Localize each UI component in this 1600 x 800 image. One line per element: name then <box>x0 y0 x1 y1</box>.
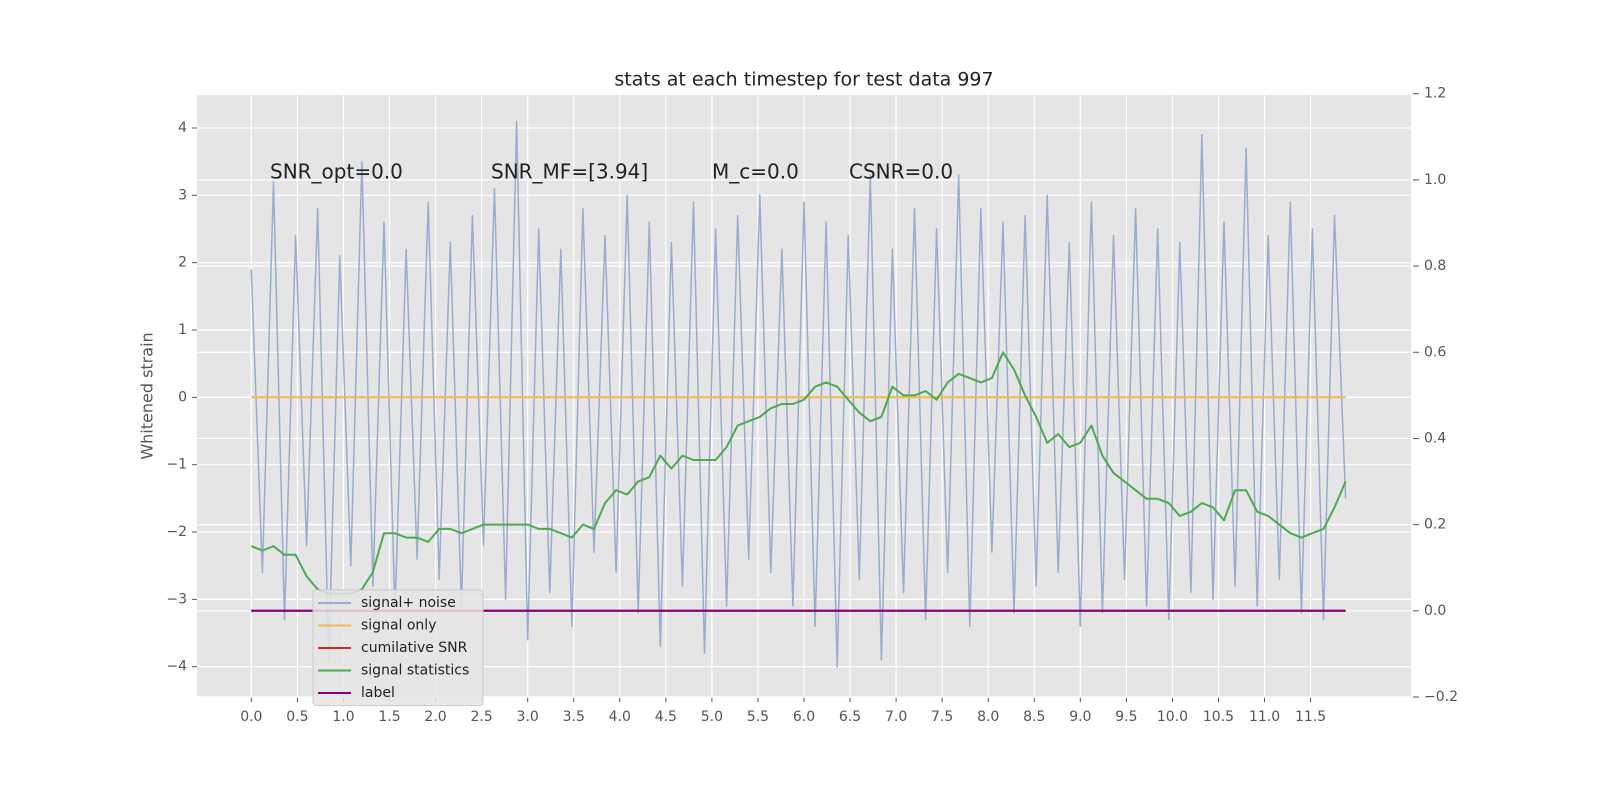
y2-tick-label: 0.4 <box>1424 430 1446 446</box>
y2-tick-label: 0.8 <box>1424 258 1446 274</box>
y-tick-label: 3 <box>178 187 187 203</box>
y-tick-label: −1 <box>166 457 187 473</box>
x-tick-label: 9.0 <box>1069 709 1091 725</box>
annotation: CSNR=0.0 <box>849 160 953 184</box>
x-tick-label: 10.0 <box>1157 709 1188 725</box>
x-tick-label: 7.5 <box>931 709 953 725</box>
y-tick-label: −2 <box>166 524 187 540</box>
legend-label: signal only <box>361 618 436 634</box>
y-axis-label: Whitened strain <box>138 332 157 459</box>
x-tick-label: 0.5 <box>286 709 308 725</box>
x-tick-label: 2.0 <box>424 709 446 725</box>
x-tick-label: 8.0 <box>977 709 999 725</box>
x-tick-label: 6.5 <box>839 709 861 725</box>
legend-label: signal statistics <box>361 663 469 679</box>
x-tick-label: 3.5 <box>563 709 585 725</box>
x-tick-label: 2.5 <box>470 709 492 725</box>
x-tick-label: 9.5 <box>1115 709 1137 725</box>
legend-label: label <box>361 685 395 701</box>
x-tick-label: 5.0 <box>701 709 723 725</box>
x-tick-label: 1.5 <box>378 709 400 725</box>
x-tick-label: 6.0 <box>793 709 815 725</box>
y-tick-label: 2 <box>178 255 187 271</box>
x-tick-label: 11.0 <box>1249 709 1280 725</box>
x-tick-label: 5.5 <box>747 709 769 725</box>
series-line <box>250 351 1347 595</box>
legend: signal+ noise signal only cumilative SNR si… <box>312 589 484 706</box>
x-tick-label: 4.0 <box>609 709 631 725</box>
x-tick-label: 11.5 <box>1295 709 1326 725</box>
x-tick-label: 0.0 <box>240 709 262 725</box>
x-tick-label: 1.0 <box>332 709 354 725</box>
y-tick-label: −4 <box>166 659 187 675</box>
annotation: SNR_MF=[3.94] <box>491 160 648 184</box>
x-tick-label: 4.5 <box>655 709 677 725</box>
y-tick-label: −3 <box>166 591 187 607</box>
y2-tick-label: 0.2 <box>1424 517 1446 533</box>
x-tick-label: 8.5 <box>1023 709 1045 725</box>
y2-tick-label: 0.6 <box>1424 344 1446 360</box>
y-tick-label: 1 <box>178 322 187 338</box>
y2-tick-label: 1.0 <box>1424 172 1446 188</box>
x-tick-label: 3.0 <box>517 709 539 725</box>
x-tick-label: 7.0 <box>885 709 907 725</box>
legend-label: cumilative SNR <box>361 640 468 656</box>
y2-tick-label: 0.0 <box>1424 603 1446 619</box>
series-line <box>250 120 1347 668</box>
legend-box <box>312 589 484 706</box>
legend-label: signal+ noise <box>361 595 456 611</box>
y-tick-label: 4 <box>178 120 187 136</box>
y-tick-label: 0 <box>178 389 187 405</box>
x-tick-label: 10.5 <box>1203 709 1234 725</box>
annotation: M_c=0.0 <box>712 160 799 184</box>
y2-tick-label: −0.2 <box>1424 689 1458 705</box>
y2-tick-label: 1.2 <box>1424 86 1446 102</box>
annotation: SNR_opt=0.0 <box>270 160 403 184</box>
chart-title: stats at each timestep for test data 997 <box>614 69 993 91</box>
